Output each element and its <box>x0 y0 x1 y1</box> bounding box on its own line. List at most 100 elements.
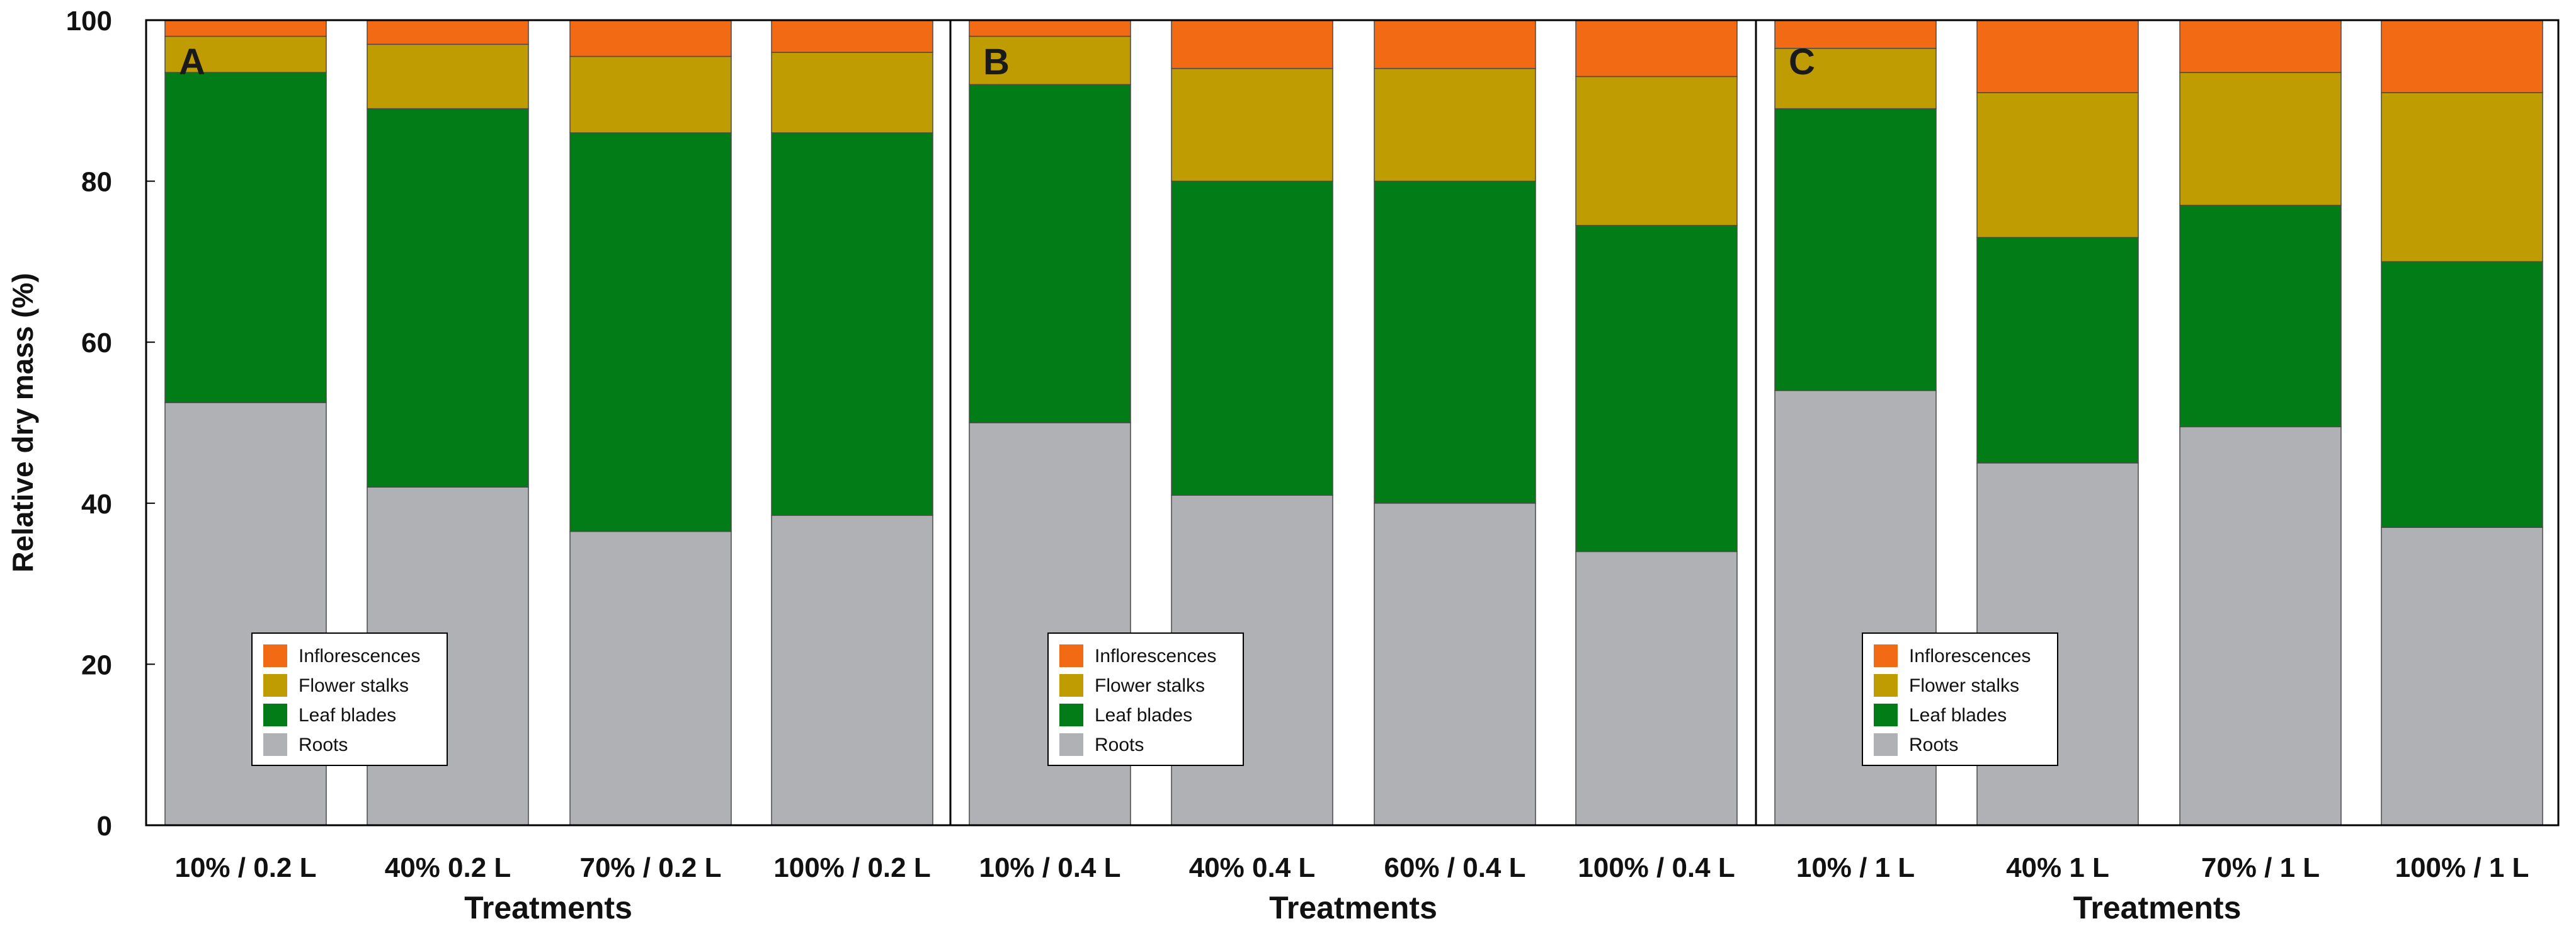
bar-segment-leaf-blades <box>569 132 732 532</box>
bar-segment-inflorescences <box>1774 20 1937 49</box>
bar-segment-inflorescences <box>771 20 933 53</box>
bar-segment-leaf-blades <box>2381 261 2543 528</box>
bar-segment-flower-stalks <box>969 35 1131 85</box>
legend-label: Roots <box>1909 735 1958 755</box>
bar-segment-flower-stalks <box>2381 92 2543 263</box>
bar-segment-leaf-blades <box>2179 205 2342 428</box>
legend-swatch-inflorescences <box>263 644 287 667</box>
legend-swatch-flower-stalks <box>1874 674 1898 697</box>
legend: Inflorescences Flower stalks Leaf blades Ro… <box>251 632 448 766</box>
x-tick-label: 40% 0.4 L <box>1189 852 1316 883</box>
bar-segment-inflorescences <box>1575 20 1738 77</box>
bar-segment-inflorescences <box>1976 20 2139 93</box>
bar-segment-inflorescences <box>569 20 732 57</box>
bar-segment-roots <box>2179 426 2342 826</box>
bar-segment-inflorescences <box>1374 20 1536 69</box>
x-tick-label: 60% / 0.4 L <box>1384 852 1525 883</box>
bar-segment-leaf-blades <box>1374 180 1536 504</box>
bar-segment-inflorescences <box>1171 20 1333 69</box>
y-tick-label: 40 <box>81 489 112 520</box>
x-tick-label: 40% 0.2 L <box>385 852 511 883</box>
legend-swatch-roots <box>1874 733 1898 756</box>
panel-frame <box>1755 19 2560 826</box>
x-tick-label: 70% / 1 L <box>2201 852 2320 883</box>
legend-label: Roots <box>1095 735 1144 755</box>
legend-label: Roots <box>299 735 348 755</box>
legend-swatch-flower-stalks <box>263 674 287 697</box>
bar-segment-inflorescences <box>2179 20 2342 73</box>
bar-segment-roots <box>1374 503 1536 826</box>
x-axis-label: Treatments <box>2073 890 2242 925</box>
bar-segment-leaf-blades <box>1171 180 1333 496</box>
chart-panel-c: 10% / 1 L 40% 1 L 70% / 1 L 100% / 1 L C Trea… <box>1755 19 2560 925</box>
bar-segment-inflorescences <box>2381 20 2543 93</box>
bar-segment-roots <box>1575 551 1738 826</box>
legend-swatch-leaf-blades <box>263 704 287 726</box>
legend-swatch-flower-stalks <box>1059 674 1083 697</box>
bar-segment-leaf-blades <box>367 108 529 488</box>
x-axis-label: Treatments <box>1269 890 1437 925</box>
bar-segment-flower-stalks <box>569 55 732 134</box>
bar-segment-inflorescences <box>969 20 1131 37</box>
panel-label: C <box>1789 42 1815 83</box>
legend-swatch-leaf-blades <box>1874 704 1898 726</box>
x-tick-label: 10% / 0.2 L <box>174 852 316 883</box>
panel-label: B <box>983 42 1010 83</box>
bar-segment-leaf-blades <box>1774 108 1937 391</box>
legend-label: Inflorescences <box>299 646 420 666</box>
legend-label: Leaf blades <box>1095 705 1192 726</box>
bar-segment-flower-stalks <box>771 52 933 134</box>
y-tick-label: 100 <box>66 6 112 37</box>
legend-label: Inflorescences <box>1909 646 2031 666</box>
legend-label: Flower stalks <box>1095 675 1205 696</box>
legend: Inflorescences Flower stalks Leaf blades Ro… <box>1047 632 1244 766</box>
legend-swatch-inflorescences <box>1874 644 1898 667</box>
y-tick-label: 0 <box>97 811 112 842</box>
y-axis-label: Relative dry mass (%) <box>6 273 39 573</box>
x-axis-label: Treatments <box>464 890 632 925</box>
bar-segment-flower-stalks <box>367 43 529 110</box>
bar-segment-roots <box>2381 527 2543 826</box>
legend-swatch-roots <box>263 733 287 756</box>
bar-segment-leaf-blades <box>969 84 1131 423</box>
x-tick-label: 100% / 0.2 L <box>773 852 930 883</box>
chart-panel-b: 10% / 0.4 L 40% 0.4 L 60% / 0.4 L 100% / 0.… <box>949 19 1757 925</box>
bar-segment-roots <box>569 530 732 826</box>
y-tick-label: 80 <box>81 167 112 198</box>
bar-segment-leaf-blades <box>164 72 327 403</box>
legend-swatch-roots <box>1059 733 1083 756</box>
bar-segment-leaf-blades <box>771 132 933 516</box>
legend-label: Flower stalks <box>1909 675 2019 696</box>
bar-segment-flower-stalks <box>164 35 327 73</box>
bar-segment-leaf-blades <box>1575 225 1738 552</box>
bar-segment-flower-stalks <box>1171 67 1333 182</box>
legend-swatch-inflorescences <box>1059 644 1083 667</box>
legend-label: Inflorescences <box>1095 646 1216 666</box>
bar-segment-inflorescences <box>164 20 327 37</box>
panel-label: A <box>179 42 205 83</box>
bar-segment-flower-stalks <box>1976 92 2139 238</box>
x-tick-label: 10% / 1 L <box>1796 852 1915 883</box>
bar-segment-flower-stalks <box>1374 67 1536 182</box>
x-tick-label: 40% 1 L <box>2006 852 2109 883</box>
bar-segment-flower-stalks <box>2179 72 2342 206</box>
bar-segment-roots <box>771 515 933 826</box>
legend-label: Flower stalks <box>299 675 409 696</box>
x-tick-label: 100% / 0.4 L <box>1578 852 1735 883</box>
bar-segment-flower-stalks <box>1575 76 1738 226</box>
bar-segment-inflorescences <box>367 20 529 45</box>
y-tick-label: 20 <box>81 649 112 680</box>
legend-label: Leaf blades <box>1909 705 2007 726</box>
chart-panel-a: 10% / 0.2 L 40% 0.2 L 70% / 0.2 L 100% / 0.… <box>145 19 952 925</box>
bar-segment-flower-stalks <box>1774 47 1937 110</box>
x-tick-label: 100% / 1 L <box>2395 852 2529 883</box>
legend-label: Leaf blades <box>299 705 396 726</box>
x-tick-label: 10% / 0.4 L <box>979 852 1120 883</box>
y-tick-label: 60 <box>81 328 112 358</box>
legend-swatch-leaf-blades <box>1059 704 1083 726</box>
legend: Inflorescences Flower stalks Leaf blades Ro… <box>1862 632 2058 766</box>
bar-segment-leaf-blades <box>1976 237 2139 464</box>
x-tick-label: 70% / 0.2 L <box>579 852 721 883</box>
